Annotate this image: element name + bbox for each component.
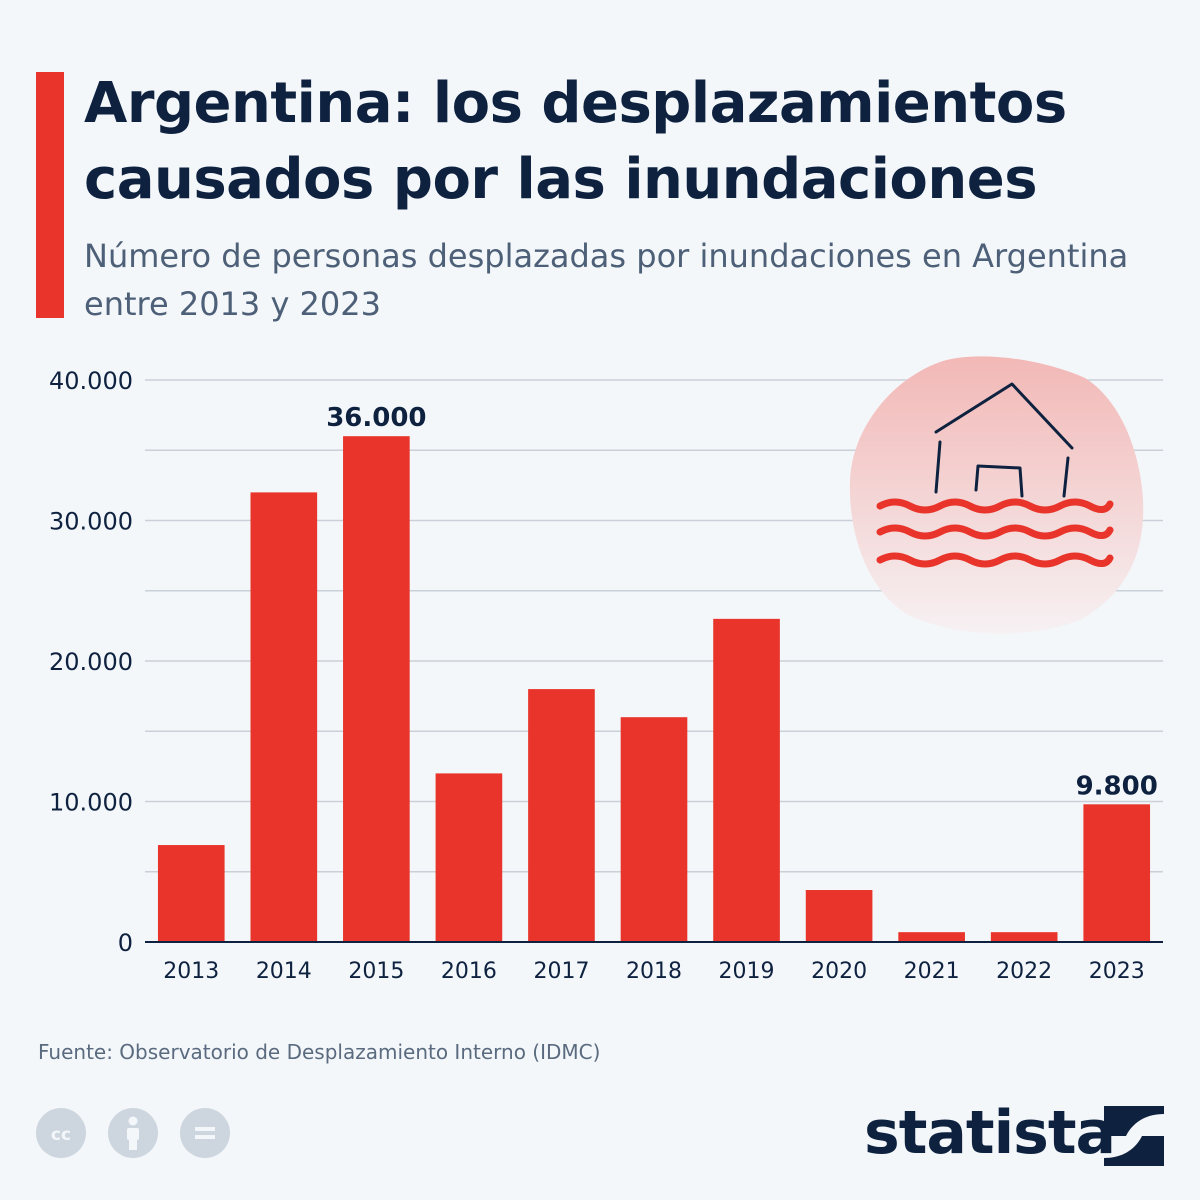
svg-text:cc: cc <box>51 1125 71 1145</box>
x-tick-label: 2014 <box>256 959 312 984</box>
x-axis-tick-labels: 2013 2014 2015 2016 2017 2018 2019 2020 2021 2022… <box>163 959 1144 984</box>
y-axis-tick-labels: 0 10.000 20.000 30.000 40.000 <box>49 367 133 957</box>
house-roof <box>934 382 1074 450</box>
x-tick-label: 2017 <box>533 959 589 984</box>
bars <box>157 436 1151 942</box>
house-wall-left <box>934 440 942 494</box>
brand-name[interactable]: statista <box>864 1098 1116 1168</box>
x-tick-label: 2023 <box>1089 959 1145 984</box>
bar-2014 <box>250 492 318 942</box>
cc-icon[interactable]: cc <box>36 1108 86 1158</box>
data-label: 9.800 <box>1076 771 1158 801</box>
y-tick-label: 20.000 <box>49 648 133 676</box>
x-tick-label: 2021 <box>904 959 960 984</box>
page-subtitle: Número de personas desplazadas por inund… <box>84 237 1129 323</box>
x-tick-label: 2022 <box>996 959 1052 984</box>
x-tick-label: 2019 <box>719 959 775 984</box>
bar-2018 <box>620 717 688 942</box>
bar-2016 <box>435 773 503 942</box>
x-tick-label: 2020 <box>811 959 867 984</box>
y-tick-label: 30.000 <box>49 508 133 536</box>
bar-2017 <box>528 689 595 942</box>
x-tick-label: 2016 <box>441 959 497 984</box>
y-tick-label: 10.000 <box>49 789 133 817</box>
bar-2019 <box>713 618 780 942</box>
house-door <box>974 464 1024 498</box>
statista-logo-icon[interactable] <box>1104 1106 1164 1166</box>
illustration-background <box>849 356 1144 634</box>
wave-line <box>876 498 1114 514</box>
x-tick-label: 2013 <box>163 959 219 984</box>
data-labels: 36.000 9.800 <box>326 403 1158 801</box>
flooded-house-icon <box>849 356 1144 634</box>
x-tick-label: 2018 <box>626 959 682 984</box>
y-tick-label: 0 <box>118 929 133 957</box>
bar-2020 <box>805 890 873 942</box>
x-tick-label: 2015 <box>348 959 404 984</box>
attribution-icon[interactable] <box>108 1108 158 1158</box>
y-tick-label: 40.000 <box>49 367 133 395</box>
house-wall-right <box>1062 456 1070 498</box>
accent-bar <box>36 72 64 318</box>
bar-2015 <box>343 436 410 942</box>
no-derivatives-icon[interactable] <box>180 1108 230 1158</box>
bar-2013 <box>157 845 225 942</box>
bar-2021 <box>898 932 965 942</box>
bar-2022 <box>990 932 1058 942</box>
wave-line <box>876 524 1114 540</box>
wave-line <box>876 552 1114 568</box>
bar-chart: 36.000 9.800 0 10.000 20.000 30.000 40.000 20… <box>49 356 1163 984</box>
data-label: 36.000 <box>326 403 426 433</box>
source-note: Fuente: Observatorio de Desplazamiento I… <box>38 1040 601 1064</box>
page-title: Argentina: los desplazamientos causados … <box>84 71 1067 212</box>
bar-2023 <box>1083 804 1151 942</box>
